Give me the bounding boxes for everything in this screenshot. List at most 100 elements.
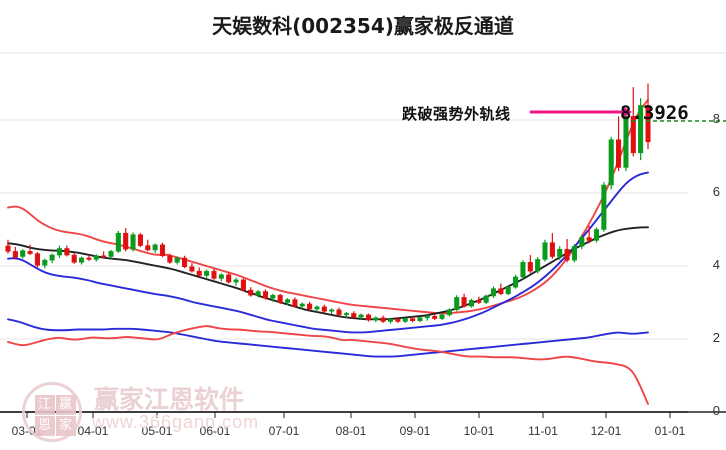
x-axis-label-11-01: 11-01 [528, 424, 558, 438]
candle-body [424, 316, 430, 319]
candle-body [292, 299, 298, 307]
candle-body [182, 257, 188, 267]
x-axis-label-06-01: 06-01 [199, 424, 231, 438]
candle-body [638, 105, 644, 154]
candle-body [476, 300, 482, 303]
x-axis-label-05-01: 05-01 [141, 424, 173, 438]
candle-body [608, 139, 614, 186]
candle-body [49, 254, 55, 261]
candle-body [42, 259, 48, 266]
candle-body [277, 294, 283, 303]
annotation-label: 跌破强势外轨线 [402, 105, 511, 123]
candle-body [226, 274, 232, 283]
candle-body [285, 299, 291, 303]
candle-body [130, 234, 136, 250]
candle-body [233, 279, 239, 283]
candle-body [93, 255, 99, 260]
annotation-arrow-head [622, 106, 632, 118]
x-axis-label-07-01: 07-01 [268, 424, 300, 438]
candle-body [593, 229, 600, 241]
candle-body [137, 234, 143, 246]
candle-body [505, 286, 511, 294]
candle-body [240, 279, 246, 291]
y-axis-label-2: 2 [712, 330, 720, 345]
candle-body [79, 257, 85, 263]
candle-body [586, 237, 592, 241]
x-axis-label-10-01: 10-01 [463, 424, 495, 438]
candle-body [549, 242, 555, 257]
band-line-4 [7, 325, 649, 405]
price-callout-value: 8.3926 [620, 102, 689, 124]
candle-body [189, 266, 195, 272]
candle-body [616, 139, 622, 168]
candle-body [5, 245, 11, 252]
candle-body [365, 314, 371, 321]
candle-body [204, 270, 210, 276]
candle-body [108, 251, 114, 257]
candle-body [255, 291, 261, 296]
candle-body [601, 184, 607, 230]
candle-body [145, 245, 151, 251]
candle-body [373, 317, 379, 321]
band-line-0 [7, 98, 649, 315]
candle-body [101, 255, 107, 258]
candle-body [152, 244, 158, 251]
candle-body [34, 253, 40, 266]
candle-body [56, 248, 63, 256]
candle-body [211, 270, 217, 279]
y-axis-label-8: 8 [712, 111, 720, 126]
candle-body [439, 314, 445, 319]
candle-body [557, 248, 563, 257]
x-axis-label-03-01: 03-01 [11, 424, 43, 438]
page-title: 天娱数科(002354)赢家极反通道 [212, 14, 514, 38]
candle-body [542, 242, 548, 260]
candle-body [336, 309, 342, 316]
candle-body [12, 251, 18, 258]
candle-body [321, 306, 327, 312]
candle-body [196, 270, 202, 276]
candle-body [410, 318, 416, 321]
candle-body [490, 288, 497, 297]
candle-body [351, 313, 357, 318]
candle-body [248, 289, 254, 296]
y-axis-label-4: 4 [712, 257, 720, 272]
candle-body [159, 244, 166, 257]
x-axis-label-01-01: 01-01 [654, 424, 686, 438]
y-axis-label-0: 0 [712, 403, 720, 418]
candle-body [167, 255, 173, 263]
candle-body [579, 237, 585, 247]
candle-body [564, 248, 570, 261]
candle-body [380, 317, 386, 322]
candle-body [645, 105, 651, 143]
candle-body [417, 317, 423, 321]
candle-body [115, 232, 121, 252]
candle-body [535, 259, 541, 272]
candle-body [71, 254, 77, 263]
candle-body [314, 306, 320, 310]
x-axis-label-08-01: 08-01 [335, 424, 367, 438]
candle-body [402, 318, 408, 322]
x-axis-label-09-01: 09-01 [399, 424, 431, 438]
candle-body [513, 276, 519, 288]
candle-body [307, 303, 313, 310]
candle-body [262, 291, 269, 299]
candle-body [468, 300, 474, 307]
band-line-1 [7, 171, 649, 334]
candle-body [483, 295, 489, 303]
x-axis-label-12-01: 12-01 [590, 424, 622, 438]
candle-body [571, 246, 577, 261]
candle-body [20, 250, 26, 257]
candle-body [388, 319, 394, 322]
candle-body [27, 251, 33, 254]
y-axis-label-6: 6 [712, 184, 720, 199]
candle-body [446, 309, 452, 316]
candle-body [86, 257, 92, 260]
candle-body [630, 116, 636, 154]
candle-body [461, 297, 467, 307]
candle-body [270, 294, 276, 299]
candle-body [623, 116, 629, 168]
candle-body [432, 316, 438, 319]
candle-body [123, 232, 129, 250]
